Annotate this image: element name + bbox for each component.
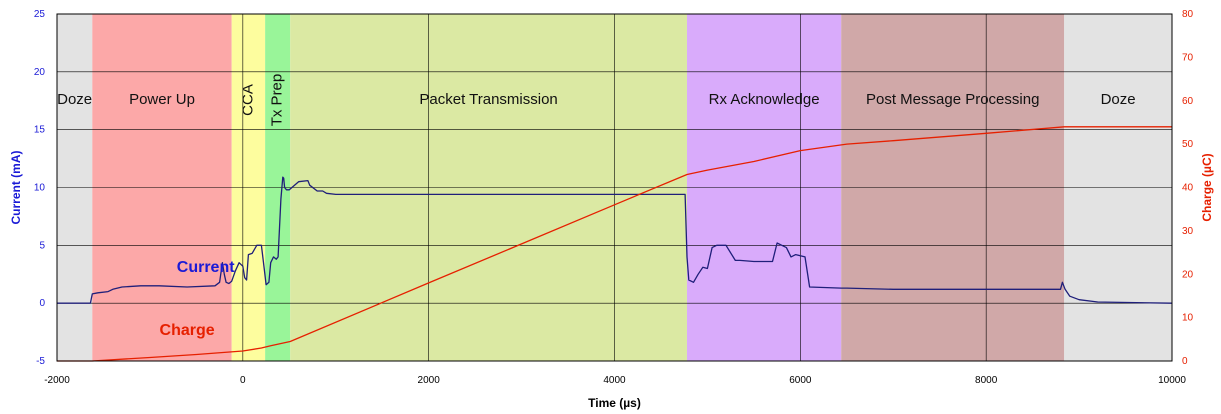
x-tick-label-2: 2000 [418, 375, 441, 386]
y-axis-right-title: Charge (µC) [1200, 153, 1214, 221]
y-axis-left-title: Current (mA) [9, 150, 23, 224]
annotation-current: Current [177, 259, 235, 276]
y-left-tick-label-3: 10 [34, 183, 46, 194]
y-right-tick-label-7: 70 [1182, 52, 1194, 63]
y-left-tick-label-1: 0 [39, 298, 45, 309]
x-tick-label-1: 0 [240, 375, 246, 386]
y-right-tick-label-5: 50 [1182, 139, 1194, 150]
phase-label-4: Packet Transmission [419, 91, 557, 108]
series-annotations: Current Charge [160, 259, 236, 339]
x-tick-label-4: 6000 [789, 375, 812, 386]
phase-labels: Doze Power Up CCA Tx Prep Packet Transmissio… [57, 74, 1135, 127]
phase-label-3: Tx Prep [269, 74, 286, 127]
x-tick-label-6: 10000 [1158, 375, 1186, 386]
y-left-tick-label-5: 20 [34, 67, 46, 78]
series-lines [57, 126, 1173, 362]
tick-labels: -2000 0 2000 4000 6000 8000 10000 -5 0 5 10 15 20 25 0… [34, 9, 1194, 386]
series-line-current [57, 176, 1173, 304]
plot-frame [56, 13, 1173, 362]
annotation-charge: Charge [160, 322, 215, 339]
x-axis-title: Time (µs) [588, 396, 641, 410]
y-left-tick-label-0: -5 [36, 356, 45, 367]
y-left-tick-label-4: 15 [34, 125, 46, 136]
y-left-tick-label-2: 5 [39, 240, 45, 251]
y-right-tick-label-0: 0 [1182, 356, 1188, 367]
x-tick-label-3: 4000 [603, 375, 626, 386]
y-right-tick-label-1: 10 [1182, 313, 1194, 324]
phase-label-6: Post Message Processing [866, 91, 1039, 108]
y-right-tick-label-3: 30 [1182, 226, 1194, 237]
plot-border [56, 13, 1173, 362]
y-right-tick-label-2: 20 [1182, 269, 1194, 280]
series-line-charge [57, 126, 1172, 362]
phase-label-5: Rx Acknowledge [709, 91, 820, 108]
y-right-tick-label-4: 40 [1182, 183, 1194, 194]
y-right-tick-label-8: 80 [1182, 9, 1194, 20]
x-tick-label-0: -2000 [44, 375, 70, 386]
phase-label-2: CCA [239, 84, 256, 116]
phase-label-0: Doze [57, 91, 92, 108]
y-left-tick-label-6: 25 [34, 9, 46, 20]
phase-label-1: Power Up [129, 91, 195, 108]
x-tick-label-5: 8000 [975, 375, 998, 386]
y-right-tick-label-6: 60 [1182, 96, 1194, 107]
phase-label-7: Doze [1101, 91, 1136, 108]
